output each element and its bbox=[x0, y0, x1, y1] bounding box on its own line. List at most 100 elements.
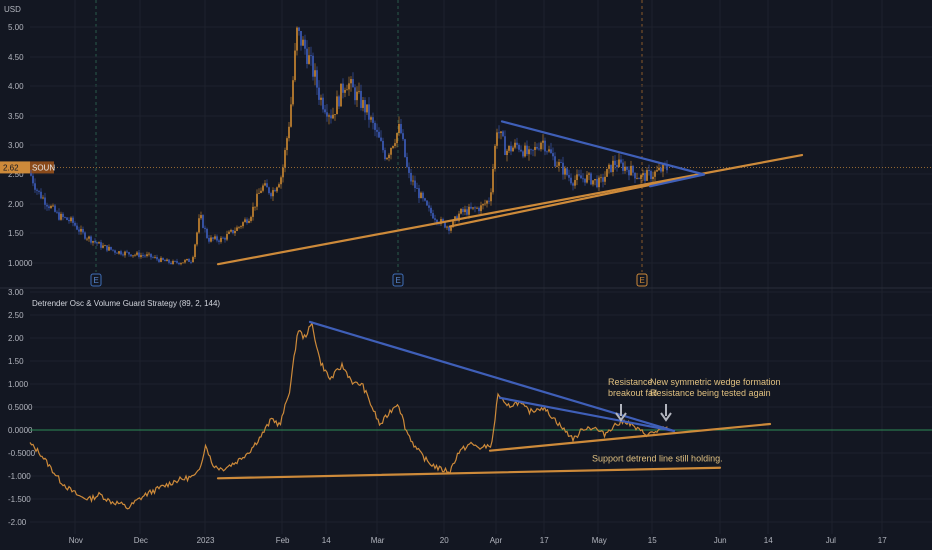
candle-body bbox=[158, 259, 160, 262]
candle-body bbox=[154, 257, 156, 258]
candle-body bbox=[410, 172, 412, 182]
candle-body bbox=[500, 131, 502, 134]
osc-tick-label-3: 1.50 bbox=[8, 357, 24, 366]
candle-body bbox=[104, 245, 106, 247]
candle-body bbox=[282, 167, 284, 178]
candle-body bbox=[406, 157, 408, 167]
candle-body bbox=[58, 212, 60, 220]
candle-body bbox=[220, 237, 222, 242]
candle-body bbox=[338, 96, 340, 107]
oscillator-pane[interactable]: 3.00 2.50 2.00 1.50 1.000 0.5000 0.0000 -0.5000… bbox=[8, 288, 932, 527]
candle-body bbox=[288, 126, 290, 139]
candle-body bbox=[260, 190, 262, 193]
candle-body bbox=[556, 165, 558, 167]
candle-body bbox=[536, 146, 538, 149]
price-tick-label-6: 2.00 bbox=[8, 200, 24, 209]
candle-body bbox=[426, 200, 428, 206]
candle-body bbox=[118, 251, 120, 254]
candle-body bbox=[374, 122, 376, 130]
candle-body bbox=[202, 215, 204, 228]
candle-body bbox=[360, 90, 362, 108]
candle-body bbox=[576, 174, 578, 181]
candle-body bbox=[428, 205, 430, 208]
candle-body bbox=[372, 117, 374, 123]
price-pane[interactable]: USD 5.00 4.50 4.00 3.50 3.00 2.50 2.00 1.50 1.000… bbox=[0, 5, 932, 287]
candle-body bbox=[460, 208, 462, 214]
candle-body bbox=[38, 190, 40, 192]
annotation-arrow-0 bbox=[615, 404, 627, 422]
candle-body bbox=[458, 213, 460, 221]
candle-body bbox=[430, 207, 432, 214]
candle-body bbox=[250, 216, 252, 221]
price-tick-label-2: 4.00 bbox=[8, 82, 24, 91]
candle-body bbox=[210, 237, 212, 242]
candle-body bbox=[424, 198, 426, 201]
candle-body bbox=[32, 175, 34, 184]
candle-body bbox=[630, 165, 632, 176]
candle-body bbox=[326, 112, 328, 117]
candle-body bbox=[554, 156, 556, 167]
candle-body bbox=[640, 175, 642, 180]
candle-body bbox=[570, 177, 572, 184]
earnings-marker-1: E bbox=[392, 273, 404, 287]
candle-body bbox=[298, 27, 300, 31]
candle-body bbox=[166, 259, 168, 262]
time-tick-label-13: Jul bbox=[826, 536, 836, 545]
candle-body bbox=[232, 229, 234, 234]
candle-body bbox=[584, 178, 586, 183]
osc-tick-label-9: -1.500 bbox=[8, 495, 31, 504]
candle-body bbox=[608, 164, 610, 169]
candle-body bbox=[148, 253, 150, 255]
candle-body bbox=[394, 143, 396, 146]
osc-trendline-3 bbox=[498, 396, 676, 433]
candle-body bbox=[380, 137, 382, 141]
candle-body bbox=[34, 183, 36, 190]
candle-body bbox=[552, 153, 554, 157]
candle-body bbox=[444, 221, 446, 228]
candle-body bbox=[168, 259, 170, 263]
candle-body bbox=[498, 132, 500, 134]
earnings-marker-box bbox=[392, 273, 404, 287]
candle-body bbox=[560, 162, 562, 163]
candle-body bbox=[432, 213, 434, 219]
candle-body bbox=[666, 165, 668, 171]
annotation-arrow-1 bbox=[660, 404, 672, 422]
candle-body bbox=[366, 104, 368, 113]
candle-body bbox=[346, 89, 348, 91]
time-tick-label-2: 2023 bbox=[197, 536, 215, 545]
candle-body bbox=[542, 140, 544, 143]
candle-body bbox=[454, 216, 456, 221]
candle-body bbox=[78, 229, 80, 232]
candle-body bbox=[240, 226, 242, 227]
candle-body bbox=[340, 83, 342, 107]
candle-body bbox=[190, 261, 192, 263]
candle-body bbox=[126, 251, 128, 253]
candle-body bbox=[562, 162, 564, 175]
candle-body bbox=[214, 236, 216, 239]
candle-body bbox=[616, 165, 618, 167]
candle-body bbox=[368, 104, 370, 120]
candle-body bbox=[120, 251, 122, 255]
candle-body bbox=[610, 164, 612, 173]
candle-body bbox=[112, 249, 114, 251]
osc-tick-label-4: 1.000 bbox=[8, 380, 29, 389]
candle-body bbox=[384, 150, 386, 160]
candle-body bbox=[238, 226, 240, 228]
candle-body bbox=[42, 197, 44, 199]
osc-series-line bbox=[29, 321, 668, 510]
candle-body bbox=[172, 260, 174, 265]
candle-body bbox=[226, 233, 228, 240]
candle-body bbox=[604, 176, 606, 182]
candle-body bbox=[160, 257, 162, 262]
candle-body bbox=[246, 219, 248, 223]
price-tick-label-0: 5.00 bbox=[8, 23, 24, 32]
candle-body bbox=[290, 104, 292, 127]
candle-body bbox=[204, 227, 206, 229]
candle-body bbox=[606, 168, 608, 177]
price-tick-label-4: 3.00 bbox=[8, 141, 24, 150]
candle-body bbox=[322, 97, 324, 110]
candle-body bbox=[490, 192, 492, 202]
candle-body bbox=[436, 219, 438, 223]
earnings-marker-label: E bbox=[94, 276, 99, 285]
